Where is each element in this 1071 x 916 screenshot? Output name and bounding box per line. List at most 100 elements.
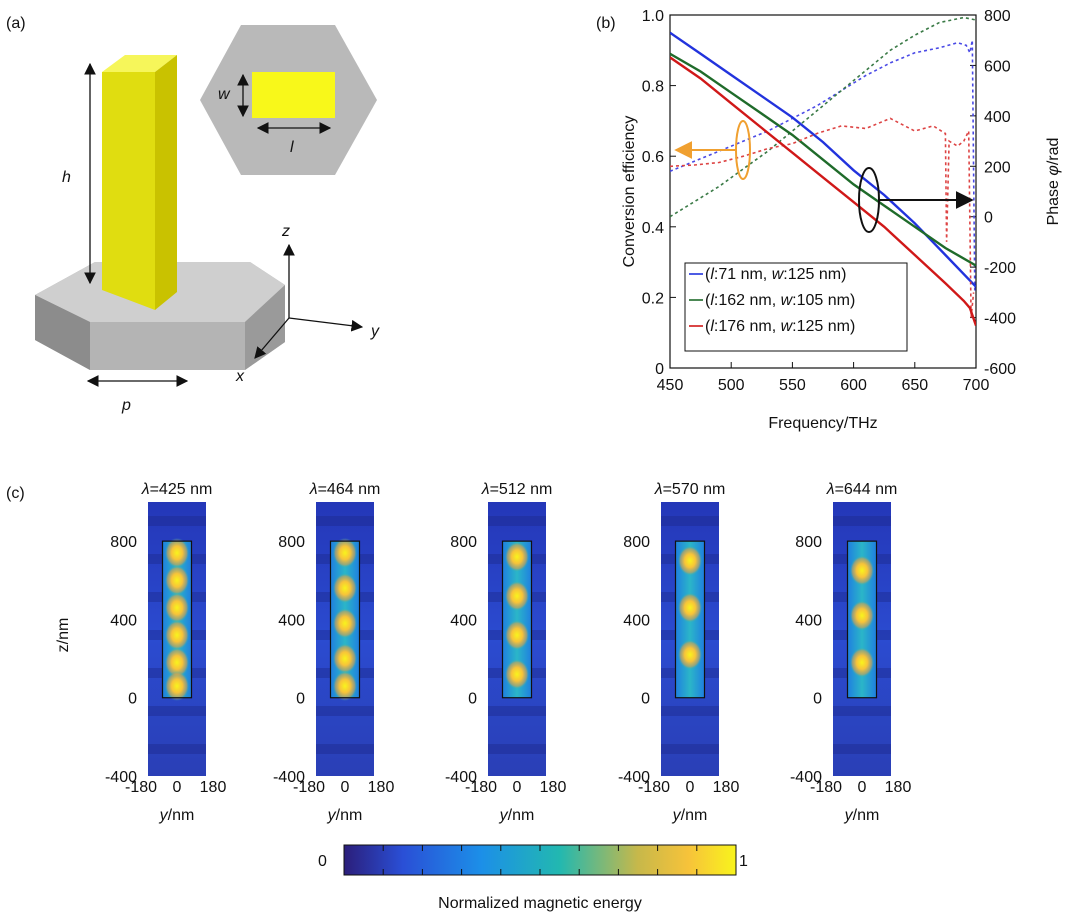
x-tick-label: 500 — [718, 377, 745, 394]
field-map-4: λ=570 nm 800 400 0 -400-180 0 180 y/nm — [618, 481, 739, 824]
field-map-1: λ=425 nm 800 400 0 -400-180 0 180 y/nm — [105, 481, 226, 824]
field-map-x-tick: 180 — [368, 779, 395, 796]
pillar-outline — [329, 540, 361, 699]
field-map-x-tick: 0 — [858, 779, 867, 796]
field-hotspot — [504, 580, 530, 611]
top-view-inset: w l — [200, 25, 377, 175]
field-band — [661, 744, 719, 754]
colorbar-max: 1 — [739, 853, 748, 870]
field-map-title: λ=644 nm — [826, 481, 898, 498]
field-hotspot — [849, 647, 875, 678]
x-tick-label: 450 — [657, 377, 684, 394]
legend-entry: (l:71 nm, w:125 nm) — [705, 266, 846, 283]
panel-a-label: (a) — [6, 15, 26, 32]
field-map-y-tick: -400 — [273, 769, 305, 786]
axis-y-label: y — [370, 323, 380, 340]
axis-x-label: x — [235, 368, 245, 385]
field-map-x-tick: 0 — [173, 779, 182, 796]
y2-tick-label: 400 — [984, 109, 1011, 126]
plot-area — [670, 16, 976, 326]
panel-a: (a) h p w l — [6, 15, 380, 414]
y-tick-label: 0.4 — [642, 220, 664, 237]
field-map-3: λ=512 nm 800 400 0 -400-180 0 180 y/nm — [445, 481, 566, 824]
field-map-y-tick: -400 — [445, 769, 477, 786]
panel-b: (b) 450 500 550 600 650 700 0 0.2 0.4 0.6 0.8 1.0 -6… — [596, 8, 1062, 432]
x-tick-label: 650 — [901, 377, 928, 394]
field-band — [833, 744, 891, 754]
dimension-h-arrow: h — [62, 62, 96, 285]
legend-entry: (l:176 nm, w:125 nm) — [705, 318, 855, 335]
field-hotspot — [504, 541, 530, 572]
field-hotspot — [164, 537, 190, 568]
field-map-x-tick: -180 — [293, 779, 325, 796]
field-hotspot — [849, 555, 875, 586]
x-tick-label: 700 — [963, 377, 990, 394]
dim-l-label: l — [290, 139, 294, 156]
field-band — [661, 516, 719, 526]
phase-curve-series-2 — [670, 16, 976, 218]
efficiency-curve-series-2 — [670, 52, 976, 267]
y2-tick-label: -200 — [984, 260, 1016, 277]
field-map-x-tick: 180 — [885, 779, 912, 796]
plot-frame — [669, 14, 977, 369]
efficiency-curve-series-3 — [670, 56, 976, 326]
field-map-y-tick: 0 — [468, 691, 477, 708]
field-band — [148, 516, 206, 526]
field-hotspot — [332, 643, 358, 674]
field-map-y-tick: 0 — [296, 691, 305, 708]
pillar-outline — [674, 540, 706, 699]
x-tick-label: 550 — [779, 377, 806, 394]
field-hotspot — [332, 573, 358, 604]
field-hotspot — [504, 620, 530, 651]
field-map-title: λ=425 nm — [141, 481, 213, 498]
field-map-5: λ=644 nm 800 400 0 -400-180 0 180 y/nm — [790, 481, 911, 824]
field-band — [316, 744, 374, 754]
field-map-y-tick: 400 — [110, 612, 137, 629]
y-tick-label: 0.6 — [642, 149, 664, 166]
field-map-x-tick: 0 — [686, 779, 695, 796]
field-hotspot — [164, 592, 190, 623]
pillar-3d-model — [35, 55, 285, 370]
dim-p-label: p — [121, 397, 131, 414]
field-band — [148, 744, 206, 754]
x-tick-label: 600 — [840, 377, 867, 394]
field-band — [488, 744, 546, 754]
y2-tick-label: 800 — [984, 8, 1011, 25]
y2-tick-label: 0 — [984, 210, 993, 227]
y-tick-label: 1.0 — [642, 8, 664, 25]
field-map-y-tick: 0 — [128, 691, 137, 708]
y2-tick-label: 600 — [984, 58, 1011, 75]
field-map-x-tick: -180 — [810, 779, 842, 796]
dim-w-label: w — [218, 86, 231, 103]
field-band — [148, 706, 206, 716]
y2-axis-label: Phase φ/rad — [1045, 138, 1062, 226]
phase-curve-series-3 — [670, 117, 975, 318]
field-hotspot — [849, 600, 875, 631]
field-map-y-tick: 800 — [278, 534, 305, 551]
field-map-x-label: y/nm — [672, 807, 708, 824]
field-map-x-tick: 0 — [513, 779, 522, 796]
field-map-y-tick: 400 — [278, 612, 305, 629]
field-map-y-tick: -400 — [790, 769, 822, 786]
field-band — [488, 706, 546, 716]
legend-entry: (l:162 nm, w:105 nm) — [705, 292, 855, 309]
phase-curves-indicator-ellipse — [735, 120, 751, 180]
field-hotspot — [677, 545, 703, 576]
colorbar-label: Normalized magnetic energy — [438, 895, 642, 912]
field-map-x-label: y/nm — [844, 807, 880, 824]
field-map-2: λ=464 nm 800 400 0 -400-180 0 180 y/nm — [273, 481, 394, 824]
efficiency-phase-chart: 450 500 550 600 650 700 0 0.2 0.4 0.6 0.8 1.0 -600 -4… — [621, 8, 1062, 432]
field-map-title: λ=512 nm — [481, 481, 553, 498]
field-band — [833, 516, 891, 526]
field-map-x-tick: -180 — [125, 779, 157, 796]
field-band — [833, 706, 891, 716]
field-band — [488, 516, 546, 526]
field-map-y-tick: -400 — [618, 769, 650, 786]
field-map-y-tick: 800 — [795, 534, 822, 551]
field-hotspot — [504, 659, 530, 690]
field-map-x-label: y/nm — [159, 807, 195, 824]
field-map-x-tick: 180 — [540, 779, 567, 796]
colorbar: 0 1 Normalized magnetic energy — [318, 844, 748, 912]
field-hotspot — [677, 592, 703, 623]
field-hotspot — [332, 608, 358, 639]
